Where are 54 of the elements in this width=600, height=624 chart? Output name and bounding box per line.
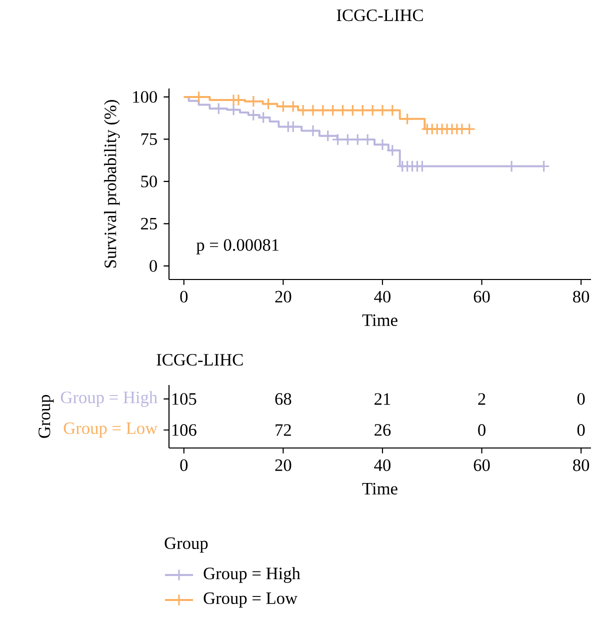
point: [326, 104, 339, 116]
point: [356, 104, 369, 116]
point: [401, 112, 414, 126]
x-tick-label: 20: [275, 459, 292, 472]
annotation: p = 0.00081: [196, 239, 279, 254]
x-tick-label: 40: [374, 290, 390, 303]
y-tick-label: 25: [141, 218, 157, 230]
x-tick-label: 40: [374, 459, 390, 472]
point: [376, 104, 389, 116]
point: [247, 95, 260, 108]
x-axis-title: Time: [362, 314, 398, 326]
point: [336, 104, 349, 116]
y-tick-label: Group = Low: [64, 422, 158, 438]
x-tick-label: 20: [275, 290, 292, 303]
point: [306, 104, 320, 116]
data-label: 0: [478, 424, 486, 436]
point: [316, 104, 330, 116]
x-tick-label: 60: [474, 290, 490, 303]
data-label: 68: [275, 393, 292, 405]
x-tick-label: 0: [180, 459, 188, 472]
legend-label: Group = Low: [204, 592, 298, 608]
point: [296, 104, 310, 116]
data-label: 105: [172, 393, 196, 405]
x-tick-label: 80: [573, 290, 590, 303]
x-tick-label: 60: [474, 459, 490, 472]
data-label: 26: [374, 424, 391, 436]
y-tick-label: 50: [141, 176, 157, 188]
y-tick-label: 75: [141, 133, 157, 145]
data-label: 72: [276, 424, 291, 436]
chart-title: ICGC-LIHC: [336, 9, 423, 22]
y-tick-label: 0: [150, 260, 157, 272]
chart-title: ICGC-LIHC: [156, 354, 243, 366]
point: [386, 104, 399, 116]
point: [346, 104, 359, 116]
y-axis-title: Survival probability (%): [104, 100, 120, 268]
data-label: 0: [577, 393, 585, 405]
legend-title: Group: [164, 537, 208, 553]
point: [366, 104, 379, 116]
point: [227, 104, 240, 116]
x-axis-title: Time: [362, 482, 398, 495]
point: [212, 102, 225, 115]
y-tick-label: 100: [133, 91, 157, 103]
data-label: 2: [478, 393, 486, 405]
data-label: 106: [172, 424, 196, 436]
data-label: 21: [374, 393, 390, 405]
point: [277, 100, 290, 113]
legend-label: Group = High: [204, 567, 300, 583]
y-tick-label: Group = High: [60, 391, 158, 407]
x-tick-label: 0: [180, 290, 188, 303]
x-tick-label: 80: [573, 459, 590, 472]
data-label: 0: [577, 424, 585, 436]
point: [262, 98, 274, 110]
point: [376, 138, 389, 151]
y-axis-title: Group: [38, 395, 54, 438]
